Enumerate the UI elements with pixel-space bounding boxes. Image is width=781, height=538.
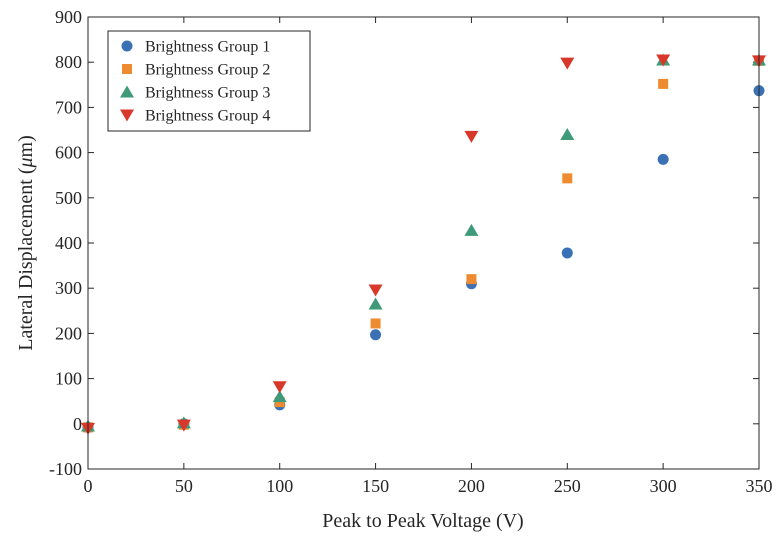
y-axis-label-rest: m) xyxy=(15,135,37,157)
x-axis-label: Peak to Peak Voltage (V) xyxy=(322,510,523,532)
legend-label: Brightness Group 2 xyxy=(145,62,270,79)
y-tick-label: 0 xyxy=(73,414,82,434)
data-point xyxy=(560,128,575,141)
data-point xyxy=(560,57,575,70)
x-tick-label: 350 xyxy=(746,476,773,496)
y-tick-label: 400 xyxy=(55,233,82,253)
data-point xyxy=(657,153,669,165)
data-point xyxy=(464,223,479,236)
legend-label: Brightness Group 4 xyxy=(145,108,270,125)
x-tick-label: 150 xyxy=(362,476,389,496)
legend-marker xyxy=(120,109,134,122)
y-axis-label: Lateral Displacement (μm) xyxy=(15,135,37,351)
legend-label: Brightness Group 1 xyxy=(145,39,270,56)
legend-marker xyxy=(120,85,134,98)
ticks-layer: 0 50 100 150 200 250 300 350-100010020030040050… xyxy=(49,7,773,496)
data-point xyxy=(464,130,479,143)
x-tick-label: 50 xyxy=(175,476,193,496)
x-tick-label: 200 xyxy=(458,476,485,496)
y-axis-label-main: Lateral Displacement ( xyxy=(15,167,37,351)
x-tick-label: 250 xyxy=(554,476,581,496)
data-point xyxy=(272,381,287,394)
data-point xyxy=(370,318,381,329)
data-point xyxy=(368,297,383,310)
data-point xyxy=(658,78,669,89)
y-tick-label: 100 xyxy=(55,369,82,389)
plot-frame xyxy=(87,16,760,470)
y-axis-label-mu: μ xyxy=(15,157,37,168)
y-tick-label: 200 xyxy=(55,323,82,343)
y-tick-label: 800 xyxy=(55,52,82,72)
y-tick-label: 700 xyxy=(55,97,82,117)
x-tick-label: 100 xyxy=(266,476,293,496)
legend-box xyxy=(107,30,311,132)
x-tick-label: 0 xyxy=(84,476,93,496)
data-point xyxy=(656,54,671,67)
data-point xyxy=(466,274,477,285)
data-point xyxy=(561,247,573,259)
y-tick-label: 900 xyxy=(55,7,82,27)
y-tick-label: 600 xyxy=(55,143,82,163)
y-tick-label: 500 xyxy=(55,188,82,208)
legend: Brightness Group 1 Brightness Group 2 Brig… xyxy=(107,30,311,132)
data-point xyxy=(272,390,287,403)
data-point xyxy=(368,284,383,297)
legend-label: Brightness Group 3 xyxy=(145,85,270,102)
y-tick-label: -100 xyxy=(49,459,82,479)
y-tick-label: 300 xyxy=(55,278,82,298)
legend-marker xyxy=(122,64,132,74)
legend-marker xyxy=(121,40,133,52)
series-4 xyxy=(81,54,766,435)
data-point xyxy=(370,329,382,341)
x-tick-label: 300 xyxy=(650,476,677,496)
data-point xyxy=(176,419,191,432)
data-point xyxy=(562,173,573,184)
